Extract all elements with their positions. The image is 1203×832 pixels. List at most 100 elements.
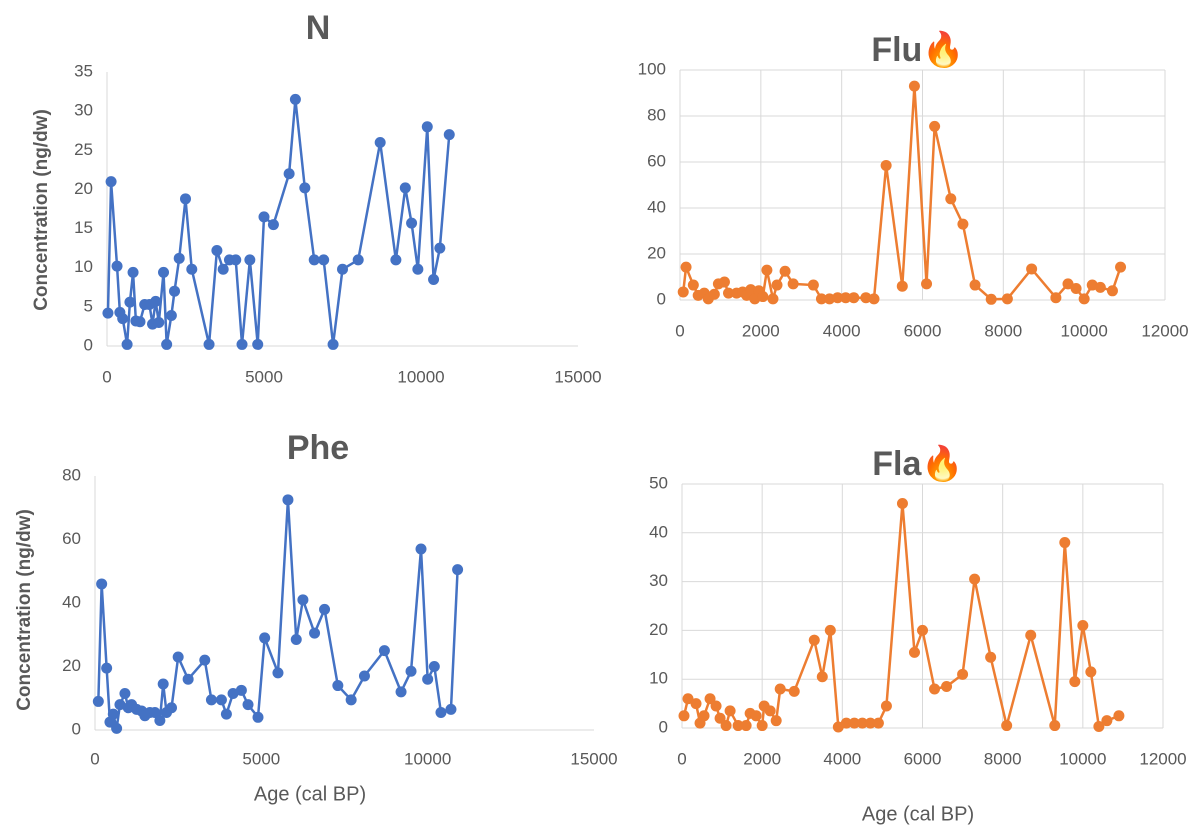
data-point bbox=[720, 720, 732, 732]
data-point bbox=[745, 284, 757, 296]
y-tick-label: 20 bbox=[647, 243, 666, 262]
data-point bbox=[767, 293, 779, 305]
data-point bbox=[771, 279, 783, 291]
y-tick-label: 40 bbox=[62, 592, 81, 611]
data-point bbox=[740, 720, 752, 732]
data-point bbox=[824, 624, 836, 636]
data-point bbox=[217, 263, 229, 275]
data-point bbox=[421, 121, 433, 133]
data-point bbox=[374, 136, 386, 148]
data-point bbox=[92, 695, 104, 707]
data-point bbox=[405, 665, 417, 677]
data-point bbox=[807, 279, 819, 291]
y-axis-label: Concentration (ng/dw) bbox=[31, 109, 52, 311]
y-tick-label: 10 bbox=[649, 669, 668, 688]
x-tick-label: 0 bbox=[675, 321, 684, 340]
data-point bbox=[1025, 629, 1037, 641]
y-tick-label: 100 bbox=[638, 59, 666, 78]
data-point bbox=[690, 698, 702, 710]
data-point bbox=[1059, 537, 1071, 549]
data-point bbox=[788, 685, 800, 697]
data-point bbox=[756, 720, 768, 732]
data-point bbox=[832, 292, 844, 304]
data-point bbox=[764, 705, 776, 717]
data-point bbox=[289, 93, 301, 105]
data-point bbox=[698, 710, 710, 722]
data-point bbox=[1106, 285, 1118, 297]
data-point bbox=[169, 285, 181, 297]
data-point bbox=[860, 292, 872, 304]
data-point bbox=[358, 670, 370, 682]
y-tick-label: 30 bbox=[649, 571, 668, 590]
data-point bbox=[308, 254, 320, 266]
data-point bbox=[244, 254, 256, 266]
data-point bbox=[1093, 721, 1105, 733]
data-point bbox=[787, 278, 799, 290]
data-point bbox=[848, 717, 860, 729]
data-point bbox=[412, 263, 424, 275]
data-point bbox=[816, 671, 828, 683]
data-point bbox=[1077, 620, 1089, 632]
data-point bbox=[1078, 293, 1090, 305]
data-point bbox=[856, 717, 868, 729]
data-point bbox=[969, 279, 981, 291]
data-point bbox=[114, 699, 126, 711]
data-point bbox=[945, 193, 957, 205]
data-point bbox=[290, 634, 302, 646]
data-point bbox=[205, 694, 217, 706]
data-point bbox=[395, 686, 407, 698]
data-point bbox=[896, 280, 908, 292]
x-axis-label: Age (cal BP) bbox=[254, 783, 366, 805]
chart-title: N bbox=[306, 9, 331, 47]
data-point bbox=[761, 264, 773, 276]
data-point bbox=[327, 338, 339, 350]
data-point bbox=[236, 338, 248, 350]
data-point bbox=[452, 564, 464, 576]
data-point bbox=[332, 680, 344, 692]
data-point bbox=[434, 242, 446, 254]
data-point bbox=[929, 683, 941, 695]
y-tick-label: 0 bbox=[84, 335, 93, 354]
data-point bbox=[957, 218, 969, 230]
data-point bbox=[1049, 720, 1061, 732]
data-point bbox=[102, 307, 114, 319]
data-point bbox=[921, 278, 933, 290]
chart-title: Phe bbox=[287, 429, 349, 467]
x-tick-label: 12000 bbox=[1139, 749, 1186, 768]
data-point bbox=[415, 543, 427, 555]
data-point bbox=[157, 678, 169, 690]
x-tick-label: 10000 bbox=[1061, 321, 1108, 340]
data-point bbox=[840, 717, 852, 729]
data-point bbox=[1113, 710, 1125, 722]
data-point bbox=[1070, 283, 1082, 294]
data-line bbox=[682, 503, 1120, 730]
chart-title: Fla🔥 bbox=[872, 444, 963, 483]
data-line bbox=[681, 86, 1122, 302]
data-point bbox=[252, 711, 264, 723]
data-point bbox=[105, 176, 117, 188]
data-point bbox=[337, 263, 348, 275]
data-point bbox=[390, 254, 402, 266]
data-point bbox=[680, 261, 692, 273]
x-tick-label: 6000 bbox=[904, 749, 942, 768]
data-point bbox=[880, 159, 892, 171]
data-point bbox=[117, 313, 129, 325]
x-tick-label: 0 bbox=[677, 749, 686, 768]
y-tick-label: 15 bbox=[74, 218, 93, 237]
x-tick-label: 0 bbox=[102, 367, 111, 386]
data-point bbox=[258, 211, 270, 223]
data-point bbox=[808, 634, 820, 646]
x-tick-label: 10000 bbox=[404, 749, 451, 768]
y-tick-label: 80 bbox=[62, 465, 81, 484]
data-point bbox=[1026, 263, 1038, 275]
data-point bbox=[969, 573, 981, 585]
data-point bbox=[428, 661, 440, 672]
data-point bbox=[121, 338, 133, 350]
data-point bbox=[111, 260, 123, 272]
data-point bbox=[150, 295, 162, 307]
x-tick-label: 5000 bbox=[242, 749, 280, 768]
data-point bbox=[1115, 261, 1127, 273]
data-point bbox=[124, 296, 136, 308]
data-point bbox=[272, 667, 284, 679]
